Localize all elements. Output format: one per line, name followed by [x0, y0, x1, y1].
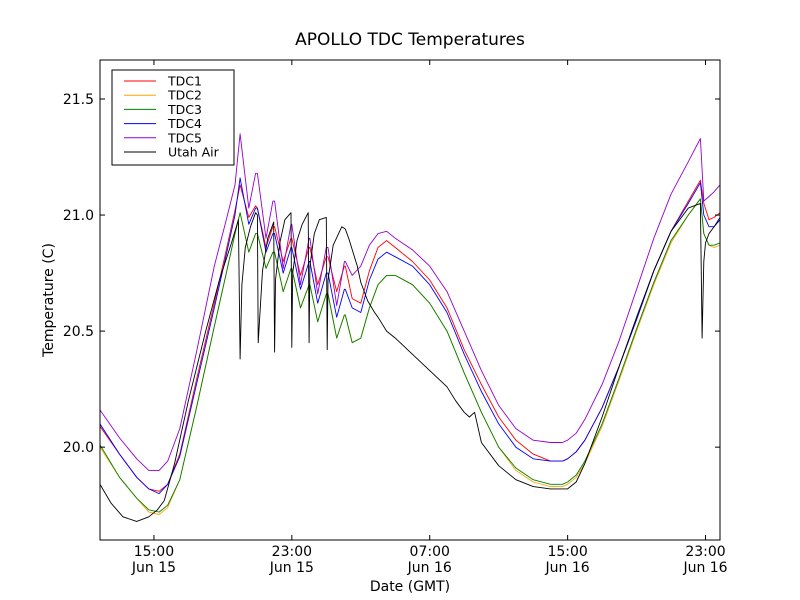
x-tick-label-date: Jun 16 [682, 560, 727, 576]
series-line-tdc3 [100, 198, 720, 513]
chart-title: APOLLO TDC Temperatures [295, 30, 525, 50]
x-tick-label-date: Jun 16 [545, 560, 590, 576]
legend-box [111, 69, 235, 166]
legend-label-utah-air: Utah Air [168, 145, 220, 160]
x-tick-label-time: 23:00 [685, 544, 725, 560]
legend-label-tdc4: TDC4 [167, 116, 202, 131]
plot-area [99, 59, 721, 541]
series-line-tdc5 [100, 133, 720, 471]
series-line-utah-air [100, 202, 720, 522]
x-tick-label-date: Jun 16 [407, 560, 452, 576]
x-tick-label-time: 15:00 [547, 544, 587, 560]
axes-frame [99, 59, 721, 541]
y-tick-label: 20.0 [63, 440, 94, 456]
legend-label-tdc1: TDC1 [167, 74, 202, 89]
series-line-tdc4 [100, 177, 720, 495]
x-tick-label-date: Jun 15 [269, 560, 314, 576]
x-tick-label-date: Jun 15 [131, 560, 176, 576]
legend-label-tdc3: TDC3 [167, 102, 202, 117]
y-tick-label: 20.5 [63, 324, 94, 340]
y-tick-label: 21.5 [63, 92, 94, 108]
y-axis-label: Temperature (C) [41, 243, 57, 358]
legend-label-tdc2: TDC2 [167, 88, 202, 103]
x-tick-label-time: 23:00 [272, 544, 312, 560]
y-tick-label: 21.0 [63, 208, 94, 224]
y-axis: 20.0 20.5 21.0 21.5 [63, 92, 720, 456]
x-tick-label-time: 07:00 [410, 544, 450, 560]
legend-label-tdc5: TDC5 [167, 130, 202, 145]
x-tick-label-time: 15:00 [134, 544, 174, 560]
x-axis-label: Date (GMT) [370, 579, 450, 595]
series-layer [100, 133, 720, 522]
